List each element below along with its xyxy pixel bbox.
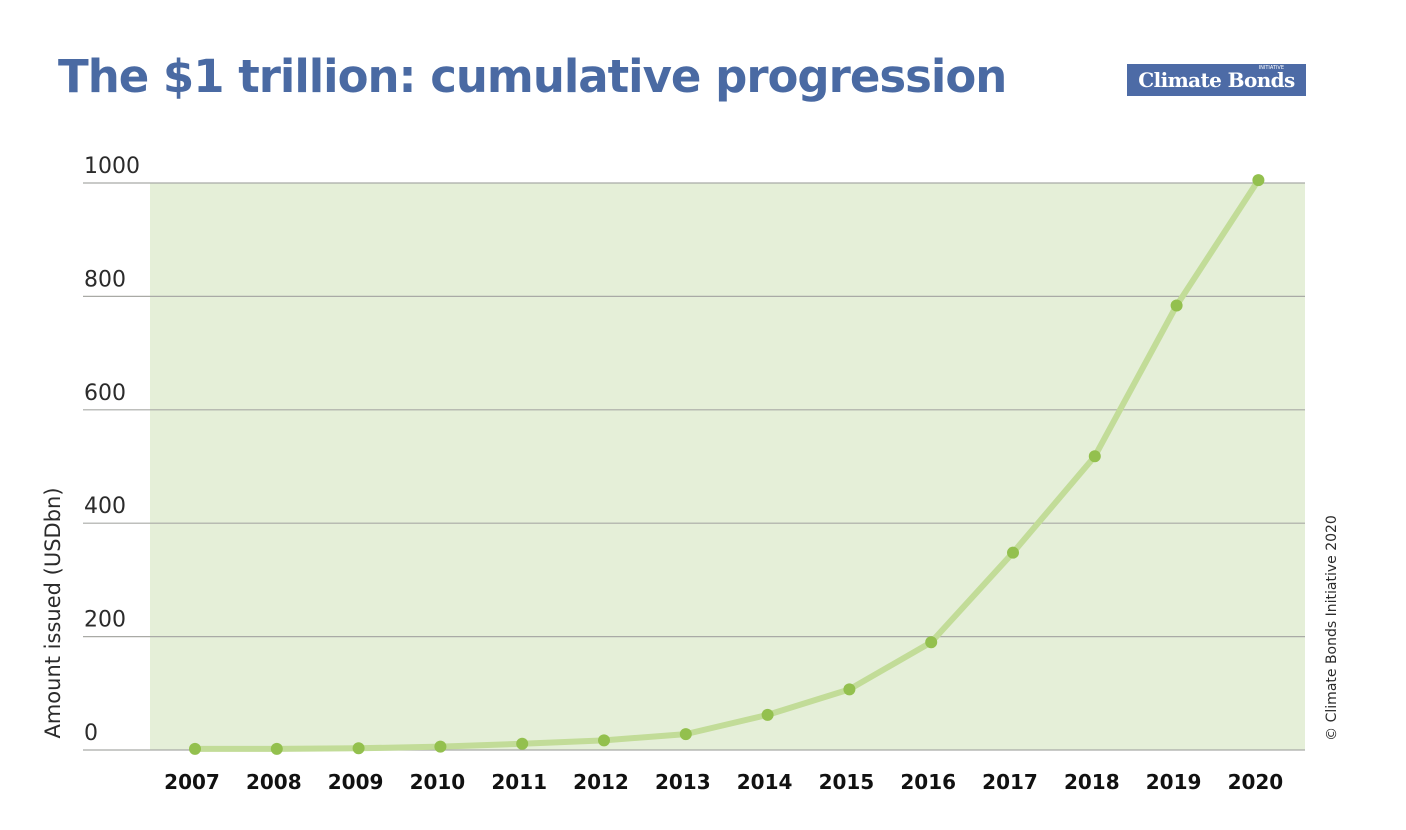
logo-small-text: INITIATIVE: [1258, 65, 1284, 71]
x-tick-label: 2016: [900, 770, 956, 794]
x-tick-label: 2015: [819, 770, 875, 794]
x-axis-ticks: 2007 2008 2009 2010 2011 2012 2013 2014 2015 2016…: [164, 770, 1283, 794]
x-tick-label: 2010: [410, 770, 466, 794]
data-point-2009: [352, 742, 365, 755]
y-axis-ticks: 0 200 400 600 800 1000: [84, 154, 140, 746]
x-tick-label: 2017: [982, 770, 1038, 794]
copyright-text: © Climate Bonds Initiative 2020: [1324, 515, 1340, 741]
chart-title: The $1 trillion: cumulative progression: [58, 50, 1007, 103]
x-tick-label: 2008: [246, 770, 302, 794]
x-tick-label: 2018: [1064, 770, 1120, 794]
series-line: [192, 177, 1262, 752]
x-tick-label: 2009: [328, 770, 384, 794]
y-tick-label: 600: [84, 381, 126, 406]
data-points: [189, 174, 1265, 755]
data-point-2020: [1252, 174, 1265, 187]
y-tick-label: 400: [84, 494, 126, 519]
data-point-2019: [1170, 299, 1183, 312]
data-point-2013: [679, 728, 692, 741]
data-point-2018: [1088, 450, 1101, 463]
x-tick-label: 2019: [1146, 770, 1202, 794]
logo-name: Climate Bonds: [1138, 68, 1295, 92]
x-tick-label: 2020: [1228, 770, 1284, 794]
y-axis-label: Amount issued (USDbn): [41, 487, 65, 738]
y-tick-label: 800: [84, 267, 126, 292]
y-tick-label: 200: [84, 608, 126, 633]
climate-bonds-logo: Climate Bonds INITIATIVE: [1127, 64, 1306, 96]
x-tick-label: 2007: [164, 770, 220, 794]
x-tick-label: 2013: [655, 770, 711, 794]
y-tick-label: 1000: [84, 154, 140, 179]
x-tick-label: 2014: [737, 770, 793, 794]
x-tick-label: 2011: [491, 770, 547, 794]
data-point-2014: [761, 708, 774, 721]
data-point-2012: [598, 734, 610, 747]
data-point-2015: [843, 683, 856, 696]
x-tick-label: 2012: [573, 770, 629, 794]
data-point-2011: [516, 737, 529, 750]
data-point-2008: [270, 742, 283, 755]
data-point-2010: [434, 740, 447, 753]
data-point-2016: [925, 636, 938, 649]
data-point-2007: [189, 742, 201, 755]
plot-background: [150, 183, 1305, 750]
data-point-2017: [1007, 546, 1019, 559]
y-tick-label: 0: [84, 721, 98, 746]
grid-lines: [83, 182, 1305, 751]
